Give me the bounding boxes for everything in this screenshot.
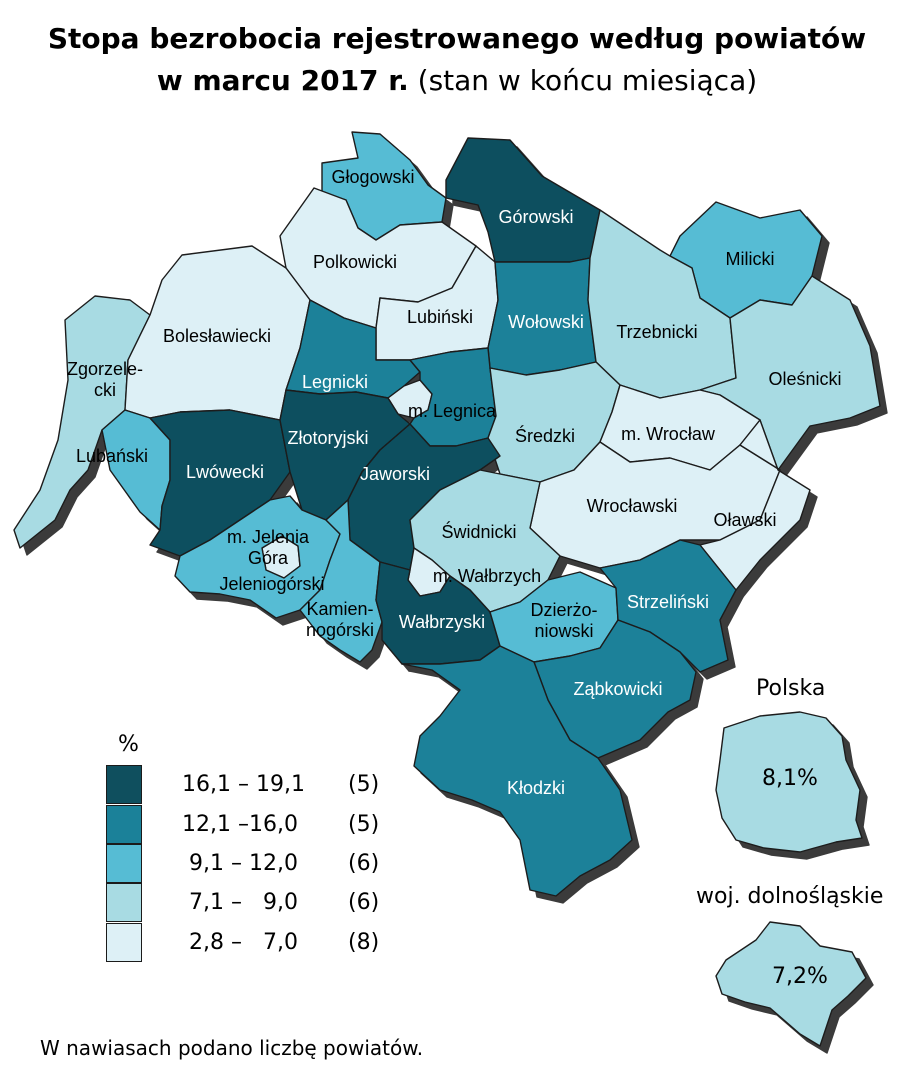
legend-count: (5): [348, 772, 380, 798]
region-label-strzelinski: Strzeliński: [627, 592, 709, 612]
legend-range: 2,8 – 7,0: [182, 929, 298, 955]
legend-swatch: [106, 883, 142, 923]
legend-count: (6): [348, 850, 380, 876]
map-title: Stopa bezrobocia rejestrowanego według p…: [0, 18, 914, 102]
region-label-jaworski: Jaworski: [360, 464, 430, 484]
legend-count: (8): [348, 929, 380, 955]
region-olawski[interactable]: [699, 419, 811, 591]
region-label-polkowicki: Polkowicki: [313, 252, 397, 272]
region-labels-layer: Głogowski Górowski Milicki Polkowicki Lubińs…: [67, 167, 842, 798]
region-kamiennogorski[interactable]: [299, 499, 383, 663]
legend-swatch: [106, 922, 142, 962]
regions-layer: [13, 131, 881, 897]
region-label-lubinski: Lubiński: [407, 307, 473, 327]
inset-dolnoslaskie-shape[interactable]: [715, 921, 867, 1047]
region-label-walbrzyski: Wałbrzyski: [399, 612, 485, 632]
legend-row: 2,8 – 7,0 (8): [106, 922, 380, 962]
footnote: W nawiasach podano liczbę powiatów.: [40, 1036, 424, 1060]
region-label-m_legnica: m. Legnica: [408, 401, 497, 421]
region-label-glogowski: Głogowski: [331, 167, 414, 187]
region-label-milicki: Milicki: [726, 249, 775, 269]
legend-range: 16,1 – 19,1: [182, 772, 305, 798]
region-label-zlotoryjski: Złotoryjski: [287, 428, 368, 448]
legend-range: 12,1 –16,0: [182, 811, 298, 837]
region-label-wroclawski: Wrocławski: [587, 496, 678, 516]
legend-row: 16,1 – 19,1 (5): [106, 765, 380, 805]
inset-polska-title: Polska: [756, 676, 826, 701]
inset-polska-value: 8,1%: [762, 766, 818, 791]
region-label-kamiennogorski: Kamien-nogórski: [306, 599, 374, 640]
legend-swatch: [106, 765, 142, 805]
title-line-2-normal: (stan w końcu miesiąca): [417, 64, 758, 97]
legend-unit: %: [118, 732, 139, 757]
legend-swatch: [106, 843, 142, 883]
region-zgorzelecki[interactable]: [13, 295, 151, 549]
region-label-trzebnicki: Trzebnicki: [616, 322, 697, 342]
legend-range: 9,1 – 12,0: [182, 850, 298, 876]
title-line-2-bold: w marcu 2017 r.: [156, 64, 409, 97]
region-label-olawski: Oławski: [713, 510, 776, 530]
region-label-m_jelenia_gora: m. Jelenia Góra: [227, 527, 310, 568]
legend-row: 7,1 – 9,0 (6): [106, 883, 380, 923]
legend-count: (5): [348, 811, 380, 837]
legend-range: 7,1 – 9,0: [182, 890, 298, 916]
region-label-jeleniogorski: Jeleniogórski: [219, 574, 324, 594]
region-label-klodzki: Kłodzki: [507, 778, 565, 798]
legend-row: 9,1 – 12,0 (6): [106, 843, 380, 883]
title-line-1: Stopa bezrobocia rejestrowanego według p…: [47, 22, 867, 55]
inset-dolnoslaskie-title: woj. dolnośląskie: [696, 884, 884, 909]
inset-dolnoslaskie-value: 7,2%: [772, 964, 828, 989]
legend-swatch: [106, 804, 142, 844]
region-label-lubanski: Lubański: [76, 446, 148, 466]
region-label-lwowecki: Lwówecki: [186, 462, 264, 482]
insets-layer: [715, 711, 867, 1047]
region-label-zgorzelecki: Zgorzele-cki: [67, 359, 143, 400]
region-label-m_wroclaw: m. Wrocław: [621, 424, 716, 444]
region-label-legnicki: Legnicki: [302, 372, 368, 392]
region-label-olesnicki: Oleśnicki: [768, 369, 841, 389]
legend-count: (6): [348, 890, 380, 916]
region-label-dzierzoniowski: Dzierżo-niowski: [530, 600, 597, 641]
legend: 16,1 – 19,1 (5) 12,1 –16,0 (5) 9,1 – 12,…: [106, 765, 379, 962]
region-klodzki[interactable]: [401, 645, 633, 897]
region-label-m_walbrzych: m. Wałbrzych: [433, 566, 541, 586]
region-label-boleslawiecki: Bolesławiecki: [163, 326, 271, 346]
inset-polska-shape[interactable]: [715, 711, 863, 853]
legend-row: 12,1 –16,0 (5): [106, 804, 380, 844]
region-label-wolowski: Wołowski: [508, 312, 584, 332]
region-label-sredzki: Średzki: [515, 425, 575, 446]
region-label-gorowski: Górowski: [498, 207, 573, 227]
region-label-swidnicki: Świdnicki: [441, 521, 516, 542]
region-label-zabkowicki: Ząbkowicki: [573, 679, 662, 699]
